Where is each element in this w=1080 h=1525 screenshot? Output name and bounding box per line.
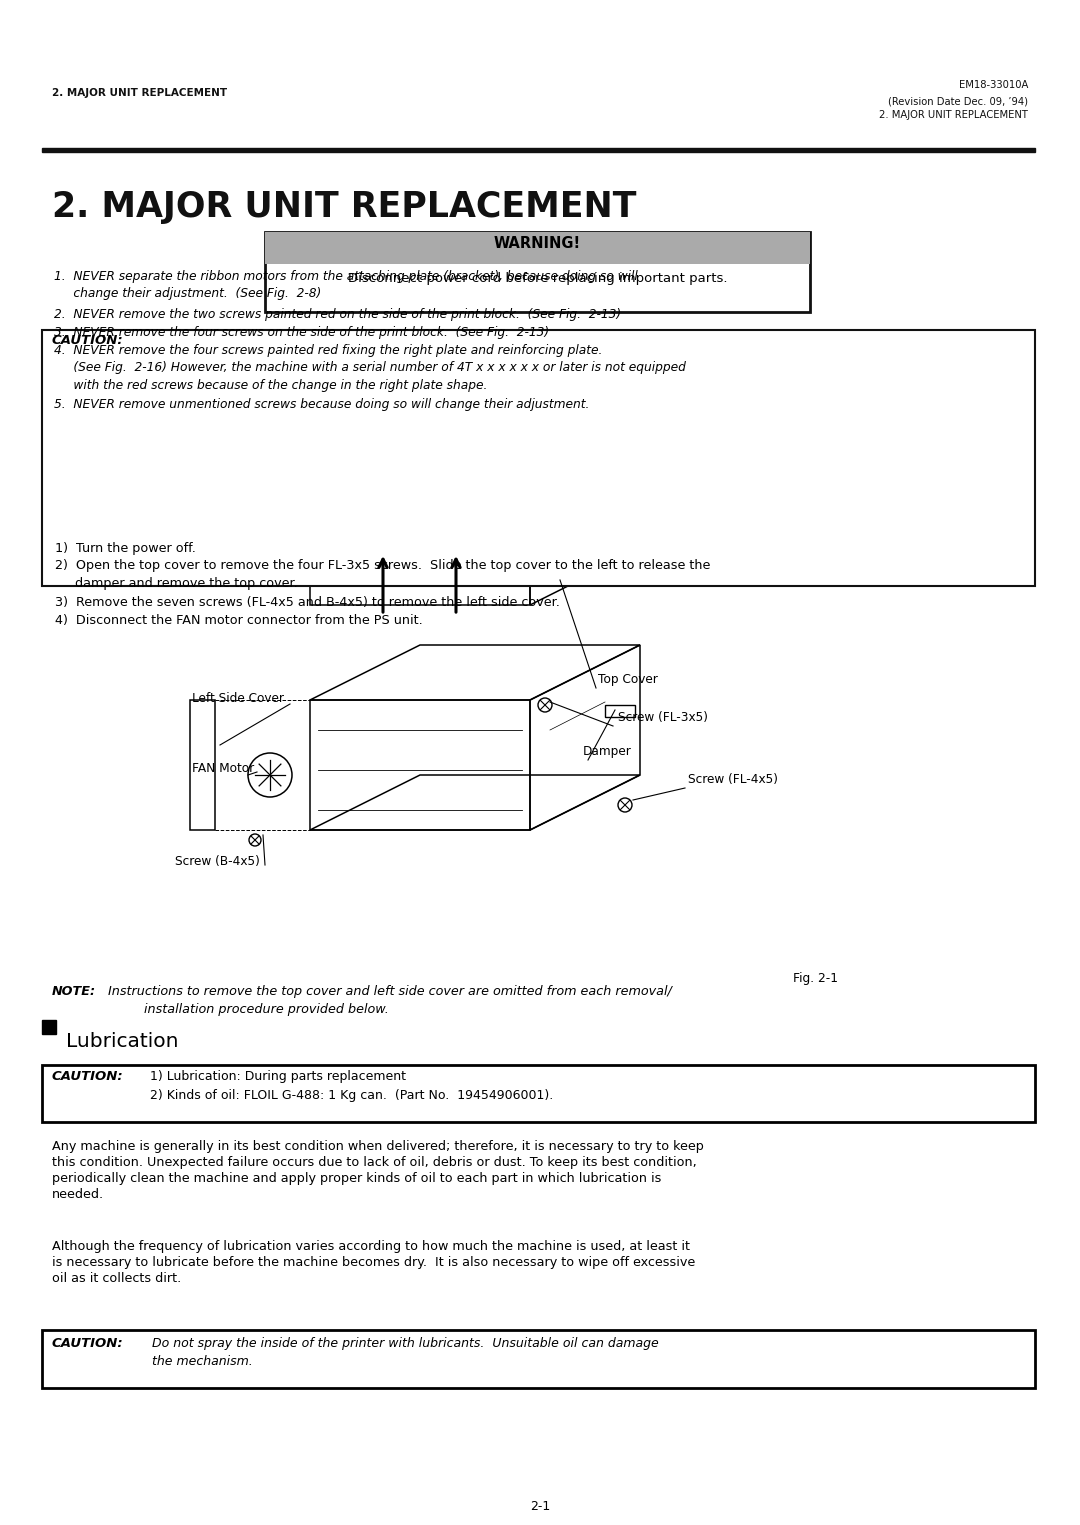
Bar bbox=[42, 148, 1035, 153]
Text: 2.  NEVER remove the two screws painted red on the side of the print block.  (Se: 2. NEVER remove the two screws painted r… bbox=[54, 308, 621, 320]
Text: 2) Kinds of oil: FLOIL G-488: 1 Kg can.  (Part No.  19454906001).: 2) Kinds of oil: FLOIL G-488: 1 Kg can. … bbox=[150, 1089, 553, 1103]
Text: Screw (FL-3x5): Screw (FL-3x5) bbox=[618, 712, 708, 724]
Text: WARNING!: WARNING! bbox=[494, 236, 581, 252]
Text: CAUTION:: CAUTION: bbox=[52, 1071, 123, 1083]
Text: (Revision Date Dec. 09, ’94): (Revision Date Dec. 09, ’94) bbox=[888, 96, 1028, 107]
Text: periodically clean the machine and apply proper kinds of oil to each part in whi: periodically clean the machine and apply… bbox=[52, 1173, 661, 1185]
Text: CAUTION:: CAUTION: bbox=[52, 334, 123, 348]
Text: Left Side Cover: Left Side Cover bbox=[192, 691, 284, 705]
Text: is necessary to lubricate before the machine becomes dry.  It is also necessary : is necessary to lubricate before the mac… bbox=[52, 1257, 696, 1269]
Text: needed.: needed. bbox=[52, 1188, 104, 1202]
Text: this condition. Unexpected failure occurs due to lack of oil, debris or dust. To: this condition. Unexpected failure occur… bbox=[52, 1156, 697, 1170]
Text: 4)  Disconnect the FAN motor connector from the PS unit.: 4) Disconnect the FAN motor connector fr… bbox=[55, 615, 422, 627]
Text: Fig. 2-1: Fig. 2-1 bbox=[793, 971, 838, 985]
Text: Screw (FL-4x5): Screw (FL-4x5) bbox=[688, 773, 778, 787]
Text: 1) Lubrication: During parts replacement: 1) Lubrication: During parts replacement bbox=[150, 1071, 406, 1083]
Bar bbox=[42, 329, 1035, 586]
Text: Although the frequency of lubrication varies according to how much the machine i: Although the frequency of lubrication va… bbox=[52, 1240, 690, 1254]
Text: Disconnect power cord before replacing important parts.: Disconnect power cord before replacing i… bbox=[348, 271, 727, 285]
Bar bbox=[42, 1064, 1035, 1122]
Bar bbox=[265, 232, 810, 313]
Text: 3.  NEVER remove the four screws on the side of the print block.  (See Fig.  2-1: 3. NEVER remove the four screws on the s… bbox=[54, 326, 549, 339]
Text: 2. MAJOR UNIT REPLACEMENT: 2. MAJOR UNIT REPLACEMENT bbox=[52, 191, 636, 224]
Bar bbox=[265, 232, 810, 264]
Text: 1.  NEVER separate the ribbon motors from the attaching plate (bracket), because: 1. NEVER separate the ribbon motors from… bbox=[54, 270, 638, 300]
Text: 1)  Turn the power off.: 1) Turn the power off. bbox=[55, 541, 195, 555]
Text: Damper: Damper bbox=[583, 746, 632, 758]
Text: CAUTION:: CAUTION: bbox=[52, 1337, 123, 1350]
Text: EM18-33010A: EM18-33010A bbox=[959, 79, 1028, 90]
Text: 2-1: 2-1 bbox=[530, 1501, 550, 1513]
Text: Screw (B-4x5): Screw (B-4x5) bbox=[175, 856, 260, 869]
Text: 2. MAJOR UNIT REPLACEMENT: 2. MAJOR UNIT REPLACEMENT bbox=[879, 110, 1028, 120]
Bar bbox=[605, 705, 635, 717]
Text: the mechanism.: the mechanism. bbox=[152, 1356, 253, 1368]
Text: 3)  Remove the seven screws (FL-4x5 and B-4x5) to remove the left side cover.: 3) Remove the seven screws (FL-4x5 and B… bbox=[55, 596, 559, 608]
Text: 2)  Open the top cover to remove the four FL-3x5 screws.  Slide the top cover to: 2) Open the top cover to remove the four… bbox=[55, 560, 711, 590]
Text: Any machine is generally in its best condition when delivered; therefore, it is : Any machine is generally in its best con… bbox=[52, 1141, 704, 1153]
Text: 2. MAJOR UNIT REPLACEMENT: 2. MAJOR UNIT REPLACEMENT bbox=[52, 88, 227, 98]
Text: NOTE:: NOTE: bbox=[52, 985, 96, 997]
Bar bbox=[42, 1330, 1035, 1388]
Text: FAN Motor: FAN Motor bbox=[192, 761, 254, 775]
Text: Lubrication: Lubrication bbox=[66, 1032, 178, 1051]
Bar bbox=[42, 1020, 56, 1034]
Text: Instructions to remove the top cover and left side cover are omitted from each r: Instructions to remove the top cover and… bbox=[108, 985, 672, 1016]
Text: Top Cover: Top Cover bbox=[598, 674, 658, 686]
Text: 4.  NEVER remove the four screws painted red fixing the right plate and reinforc: 4. NEVER remove the four screws painted … bbox=[54, 345, 686, 392]
Text: Do not spray the inside of the printer with lubricants.  Unsuitable oil can dama: Do not spray the inside of the printer w… bbox=[152, 1337, 659, 1350]
Text: oil as it collects dirt.: oil as it collects dirt. bbox=[52, 1272, 181, 1286]
Text: 5.  NEVER remove unmentioned screws because doing so will change their adjustmen: 5. NEVER remove unmentioned screws becau… bbox=[54, 398, 590, 412]
